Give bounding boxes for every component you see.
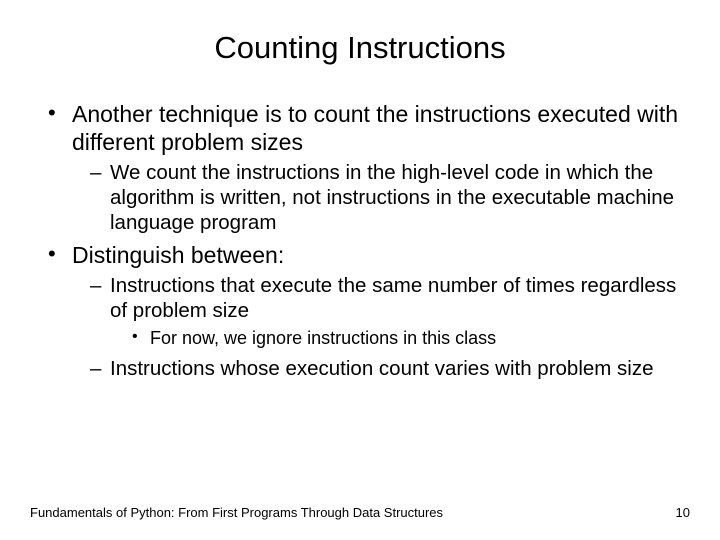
bullet-sublist: Instructions that execute the same numbe… xyxy=(72,273,690,381)
bullet-text: Instructions whose execution count varie… xyxy=(110,357,654,380)
bullet-text: We count the instructions in the high-le… xyxy=(110,161,674,234)
footer-text: Fundamentals of Python: From First Progr… xyxy=(30,505,443,520)
bullet-text: Another technique is to count the instru… xyxy=(72,101,678,155)
bullet-sublist: We count the instructions in the high-le… xyxy=(72,160,690,235)
footer: Fundamentals of Python: From First Progr… xyxy=(30,505,690,520)
bullet-text: Instructions that execute the same numbe… xyxy=(110,274,676,322)
bullet-list: Another technique is to count the instru… xyxy=(30,100,690,381)
bullet-lvl2: We count the instructions in the high-le… xyxy=(90,160,690,235)
bullet-subsublist: For now, we ignore instructions in this … xyxy=(110,327,690,350)
bullet-text: For now, we ignore instructions in this … xyxy=(150,328,496,348)
bullet-text: Distinguish between: xyxy=(72,242,284,268)
bullet-lvl1: Distinguish between: Instructions that e… xyxy=(48,241,690,381)
slide: Counting Instructions Another technique … xyxy=(0,0,720,540)
page-number: 10 xyxy=(676,505,690,520)
bullet-lvl3: For now, we ignore instructions in this … xyxy=(132,327,690,350)
bullet-lvl2: Instructions that execute the same numbe… xyxy=(90,273,690,350)
slide-title: Counting Instructions xyxy=(30,30,690,66)
bullet-lvl1: Another technique is to count the instru… xyxy=(48,100,690,235)
bullet-lvl2: Instructions whose execution count varie… xyxy=(90,356,690,381)
